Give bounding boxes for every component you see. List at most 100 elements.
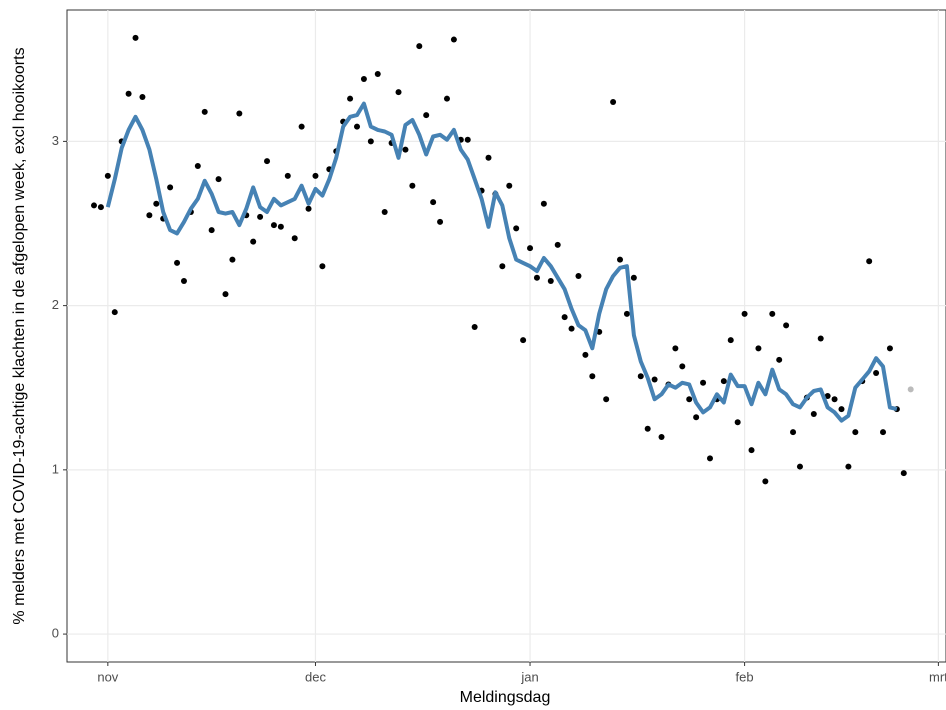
data-point	[319, 263, 326, 270]
data-point	[506, 182, 513, 189]
data-point	[499, 263, 506, 270]
data-point	[610, 98, 617, 105]
data-point	[796, 463, 803, 470]
data-point	[471, 323, 478, 330]
data-point	[852, 429, 859, 436]
data-point	[257, 213, 264, 220]
trend-line	[105, 101, 898, 423]
data-point	[125, 90, 132, 97]
data-point	[776, 356, 783, 363]
data-point	[97, 204, 104, 211]
data-point	[720, 378, 727, 385]
data-point	[236, 110, 243, 117]
data-point	[658, 434, 665, 441]
data-point	[734, 419, 741, 426]
data-point	[679, 363, 686, 370]
data-point	[264, 158, 271, 165]
data-point	[284, 172, 291, 179]
data-point	[700, 379, 707, 386]
y-tick-label: 2	[52, 297, 59, 312]
data-point	[637, 373, 644, 380]
data-point	[485, 154, 492, 161]
data-point	[533, 274, 540, 281]
x-tick-label: dec	[305, 669, 326, 684]
data-point	[298, 123, 305, 130]
data-point	[686, 396, 693, 403]
data-point	[250, 238, 257, 245]
data-point	[727, 337, 734, 344]
data-point	[907, 386, 914, 393]
data-point	[651, 376, 658, 383]
data-point	[146, 212, 153, 219]
data-point	[873, 369, 880, 376]
y-tick-label: 1	[52, 461, 59, 476]
data-point	[603, 396, 610, 403]
data-point	[430, 199, 437, 206]
data-point	[554, 241, 561, 248]
data-point	[644, 425, 651, 432]
data-point	[354, 123, 361, 130]
data-point	[312, 172, 319, 179]
data-point	[222, 291, 229, 298]
data-point	[900, 470, 907, 477]
data-point	[395, 89, 402, 96]
data-point	[748, 447, 755, 454]
data-point	[270, 222, 277, 229]
x-tick-label: jan	[520, 669, 538, 684]
data-point	[443, 95, 450, 102]
data-point	[520, 337, 527, 344]
data-point	[617, 256, 624, 263]
data-point	[623, 310, 630, 317]
data-point	[886, 345, 893, 352]
data-point	[194, 163, 201, 170]
data-point	[630, 274, 637, 281]
y-tick-label: 3	[52, 133, 59, 148]
data-point	[132, 34, 139, 41]
data-point	[291, 235, 298, 242]
data-point	[139, 94, 146, 101]
data-point	[367, 138, 374, 145]
data-point	[305, 205, 312, 212]
x-tick-label: mrt	[929, 669, 946, 684]
data-point	[180, 277, 187, 284]
data-point	[201, 108, 208, 115]
data-point	[831, 396, 838, 403]
data-point	[561, 314, 568, 321]
data-point	[111, 309, 118, 316]
data-point	[153, 200, 160, 207]
data-point	[423, 112, 430, 119]
data-point	[540, 200, 547, 207]
data-point	[527, 245, 534, 252]
data-point	[817, 335, 824, 342]
x-axis-title: Meldingsdag	[460, 689, 551, 706]
data-point	[810, 411, 817, 418]
data-point	[409, 182, 416, 189]
data-point	[464, 136, 471, 143]
data-point	[790, 429, 797, 436]
data-point	[547, 277, 554, 284]
y-tick-label: 0	[52, 626, 59, 641]
data-point	[347, 95, 354, 102]
data-point	[277, 223, 284, 230]
data-point	[568, 325, 575, 332]
data-point	[575, 273, 582, 280]
data-point	[672, 345, 679, 352]
plot-background	[66, 9, 946, 663]
data-point	[437, 218, 444, 225]
data-point	[838, 406, 845, 413]
data-point	[360, 75, 367, 82]
data-point	[90, 202, 97, 209]
data-point	[693, 414, 700, 421]
data-point	[755, 345, 762, 352]
data-point	[845, 463, 852, 470]
data-point	[104, 172, 111, 179]
data-point	[769, 310, 776, 317]
data-point	[762, 478, 769, 485]
data-point	[824, 392, 831, 399]
data-point	[880, 429, 887, 436]
data-point	[174, 259, 181, 266]
data-point	[582, 351, 589, 358]
y-axis-title: % melders met COVID-19-achtige klachten …	[11, 47, 28, 624]
data-point	[783, 322, 790, 329]
